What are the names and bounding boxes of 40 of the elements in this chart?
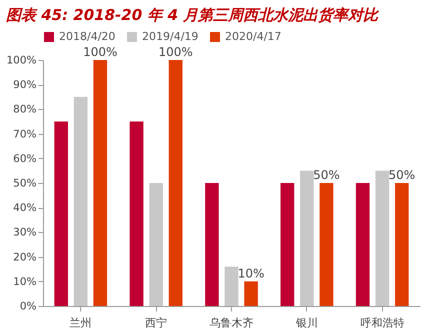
chart-title: 图表 45: 2018-20 年 4 月第三周西北水泥出货率对比 — [6, 6, 380, 24]
y-tick-label: 0% — [20, 300, 37, 312]
bar — [74, 96, 88, 306]
y-tick-label: 30% — [13, 226, 37, 239]
data-label: 10% — [238, 266, 264, 280]
y-tick-label: 90% — [13, 79, 37, 92]
x-tick-label: 西宁 — [145, 316, 168, 330]
bar — [149, 183, 163, 306]
bar — [205, 183, 219, 306]
data-label: 50% — [388, 168, 416, 182]
bar — [300, 170, 314, 306]
y-tick-label: 40% — [13, 202, 37, 214]
y-tick-label: 10% — [13, 276, 37, 288]
bar — [130, 122, 144, 306]
bar — [93, 60, 108, 306]
legend-label: 2020/4/17 — [225, 30, 282, 43]
bar — [375, 170, 390, 306]
y-tick-label: 100% — [6, 54, 37, 66]
bar — [224, 266, 238, 306]
x-tick-label: 呼和浩特 — [360, 316, 404, 330]
bar — [320, 183, 334, 306]
legend-label: 2018/4/20 — [59, 30, 116, 43]
data-label: 50% — [313, 168, 340, 182]
bar — [356, 183, 370, 306]
x-tick-label: 银川 — [294, 316, 318, 330]
y-tick-label: 80% — [13, 104, 37, 116]
data-label: 100% — [158, 45, 193, 59]
y-tick-label: 20% — [13, 251, 37, 264]
bar — [280, 183, 294, 306]
legend-label: 2019/4/19 — [142, 30, 198, 43]
bar — [54, 122, 68, 306]
bar — [395, 183, 409, 306]
y-tick-label: 50% — [13, 178, 37, 190]
x-tick-label: 兰州 — [70, 316, 92, 330]
bar — [168, 60, 182, 306]
y-tick-label: 70% — [13, 128, 37, 140]
bar — [244, 281, 258, 306]
y-tick-label: 60% — [13, 152, 37, 165]
x-tick-label: 乌鲁木齐 — [210, 316, 254, 330]
data-label: 100% — [83, 45, 118, 59]
